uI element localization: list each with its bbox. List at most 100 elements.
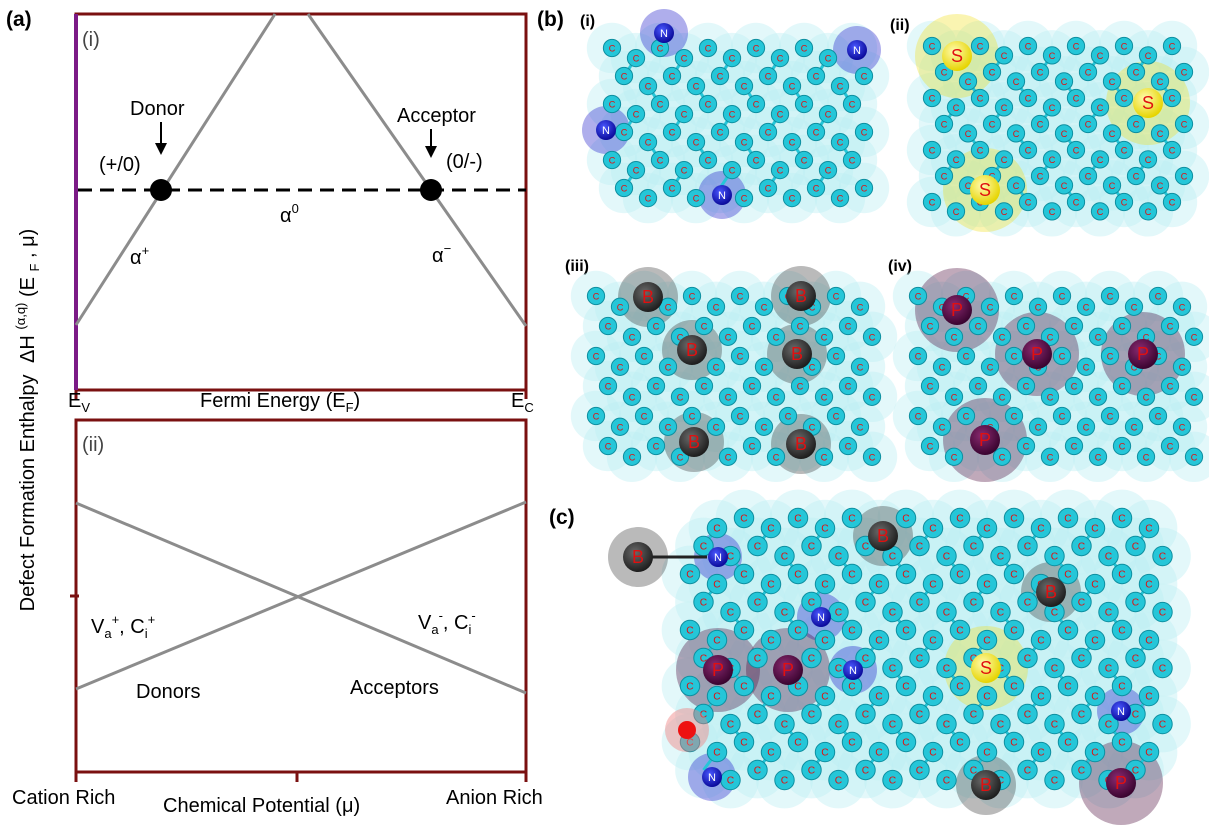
carbon-sphere: [586, 406, 606, 426]
carbon-sphere: [1136, 387, 1156, 406]
carbon-atom-label: C: [941, 120, 948, 130]
carbon-sphere: [862, 447, 882, 466]
plot-fermi-energy: (i) Donor (+/0) Acceptor (0/-) α+ α0 α−: [68, 12, 534, 415]
carbon-sphere: [1030, 166, 1050, 186]
carbon-atom-label: C: [657, 100, 664, 110]
carbon-sphere: [682, 286, 702, 306]
carbon-atom-label: C: [916, 710, 924, 721]
carbon-atom-label: C: [701, 382, 708, 392]
carbon-atom-label: C: [825, 110, 832, 120]
carbon-atom: C: [742, 376, 762, 396]
carbon-atom-label: C: [902, 682, 910, 693]
carbon-sphere: [932, 357, 952, 376]
carbon-atom-label: C: [977, 94, 984, 104]
carbon-sphere: [747, 535, 768, 557]
carbon-atom: C: [1088, 447, 1108, 466]
carbon-sphere: [1017, 647, 1038, 669]
carbon-atom: C: [922, 629, 944, 651]
carbon-sphere: [801, 535, 822, 557]
carbon-atom-label: C: [999, 332, 1006, 342]
carbon-sphere: [1003, 563, 1025, 585]
carbon-atom: C: [747, 703, 768, 725]
carbon-sphere: [801, 759, 822, 781]
carbon-sphere: [626, 48, 646, 68]
carbon-atom-label: C: [845, 442, 852, 452]
carbon-atom: C: [944, 447, 964, 466]
nitrogen-sphere: [708, 547, 728, 567]
carbon-sphere: [1040, 387, 1060, 406]
carbon-atom-label: C: [951, 452, 958, 462]
carbon-sphere: [1162, 140, 1182, 160]
carbon-sphere: [1076, 417, 1096, 436]
carbon-atom: C: [782, 76, 802, 96]
carbon-sphere: [830, 132, 850, 152]
ec-label: EC: [511, 390, 534, 415]
carbon-sphere: [1057, 731, 1079, 753]
carbon-atom: C: [976, 517, 998, 539]
carbon-atom-label: C: [869, 332, 876, 342]
carbon-atom: C: [882, 601, 903, 623]
carbon-sphere: [1184, 447, 1204, 466]
carbon-sphere: [718, 447, 738, 466]
carbon-sphere: [1150, 176, 1170, 195]
carbon-atom: C: [686, 132, 706, 152]
carbon-atom-label: C: [1073, 146, 1080, 156]
carbon-atom-label: C: [754, 766, 762, 777]
carbon-atom-label: C: [975, 322, 982, 332]
carbon-atom-label: C: [1121, 94, 1128, 104]
carbon-sphere: [1160, 436, 1180, 456]
carbon-atom-label: C: [915, 292, 922, 302]
carbon-atom-label: C: [641, 412, 648, 422]
carbon-sphere: [758, 178, 778, 198]
carbon-atom-label: C: [1159, 608, 1167, 619]
carbon-atom: C: [1184, 327, 1204, 346]
carbon-atom-label: C: [862, 766, 870, 777]
carbon-atom-label: C: [1131, 422, 1138, 432]
carbon-atom: C: [994, 202, 1014, 221]
carbon-atom-label: C: [749, 382, 756, 392]
carbon-sphere: [841, 619, 863, 641]
sulfur-atom-label: S: [951, 46, 963, 66]
carbon-sphere: [722, 48, 742, 68]
carbon-atom: C: [922, 741, 944, 763]
molecule-n-doped: CCCCCCCCCCCCCCCCCCCCCCCCCCCCCCCCCCCCCCCC…: [582, 9, 890, 224]
carbon-atom: C: [614, 66, 634, 86]
carbon-atom-label: C: [1121, 42, 1128, 52]
carbon-atom: C: [922, 88, 942, 108]
carbon-sphere: [693, 591, 714, 613]
carbon-atom: C: [698, 150, 718, 170]
carbon-atom: C: [710, 66, 730, 86]
carbon-sphere: [1124, 417, 1144, 436]
carbon-atom: C: [694, 316, 714, 336]
boron-sphere: [677, 335, 707, 365]
carbon-sphere: [862, 327, 882, 346]
carbon-sphere: [774, 601, 795, 623]
carbon-atom: C: [841, 619, 863, 641]
carbon-atom-label: C: [825, 54, 832, 64]
carbon-sphere: [922, 140, 942, 160]
boron-atom-label: B: [791, 344, 803, 364]
carbon-sphere: [1030, 741, 1052, 763]
carbon-atom: C: [720, 769, 741, 791]
carbon-sphere: [1017, 703, 1038, 725]
phosphorus-sphere: [1106, 768, 1136, 798]
carbon-atom-label: C: [794, 682, 802, 693]
panel-c-label: (c): [549, 506, 575, 529]
carbon-sphere: [710, 122, 730, 142]
carbon-sphere: [990, 713, 1011, 735]
carbon-sphere: [920, 376, 940, 396]
carbon-atom: C: [610, 297, 630, 316]
carbon-sphere: [968, 316, 988, 336]
carbon-sphere: [1162, 88, 1182, 108]
phosphorus-atom: P: [1022, 339, 1052, 369]
carbon-sphere: [1172, 297, 1192, 316]
carbon-atom-label: C: [943, 776, 951, 787]
carbon-sphere: [658, 357, 678, 376]
cation-rich-label: Cation Rich: [12, 787, 115, 809]
carbon-atom-label: C: [717, 128, 724, 138]
carbon-atom: C: [990, 545, 1011, 567]
carbon-atom: C: [787, 731, 809, 753]
carbon-sphere: [1042, 150, 1062, 169]
carbon-sphere: [814, 387, 834, 406]
